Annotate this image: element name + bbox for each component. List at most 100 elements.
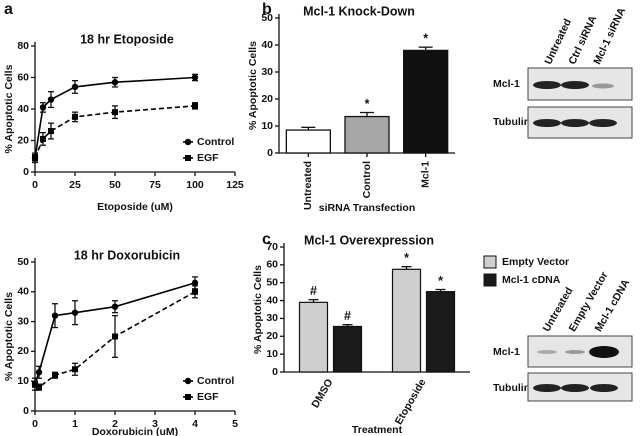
bar bbox=[285, 129, 331, 154]
y-tick-label: 0 bbox=[272, 366, 278, 378]
legend-label: EGF bbox=[197, 391, 219, 403]
legend-label: EGF bbox=[197, 152, 219, 164]
chart-title: 18 hr Etoposide bbox=[80, 32, 174, 46]
y-tick-label: 20 bbox=[17, 345, 29, 357]
blot-row: Tubulin bbox=[493, 116, 530, 128]
marker bbox=[184, 377, 192, 385]
x-axis-label: siRNA Transfection bbox=[319, 202, 415, 214]
significance-marker: # bbox=[310, 284, 317, 298]
marker bbox=[191, 74, 199, 81]
marker bbox=[111, 79, 119, 86]
marker bbox=[32, 154, 38, 161]
marker bbox=[48, 128, 54, 135]
series-line bbox=[34, 76, 196, 158]
blot-column: Mcl-1 siRNA bbox=[591, 5, 628, 66]
y-tick-label: 10 bbox=[17, 375, 29, 387]
marker bbox=[36, 384, 42, 391]
marker bbox=[191, 279, 199, 287]
marker bbox=[71, 309, 79, 316]
marker bbox=[185, 155, 191, 161]
significance-marker: * bbox=[423, 31, 428, 45]
panel-label: a bbox=[4, 1, 13, 18]
band bbox=[533, 81, 561, 89]
marker bbox=[185, 394, 191, 400]
band bbox=[592, 83, 614, 89]
bar bbox=[391, 268, 422, 373]
band bbox=[533, 119, 561, 127]
blot: Untreated Empty Vector Mcl-1 cDNA Mcl-1 … bbox=[493, 270, 633, 402]
legend-label: Control bbox=[197, 136, 234, 148]
marker bbox=[35, 369, 43, 376]
y-tick-label: 60 bbox=[17, 71, 29, 83]
x-tick-label: 75 bbox=[149, 179, 161, 191]
band bbox=[590, 384, 618, 392]
y-tick-label: 50 bbox=[266, 276, 278, 288]
panel-label: b bbox=[262, 1, 272, 18]
y-tick-label: 50 bbox=[261, 12, 273, 24]
marker bbox=[32, 381, 38, 388]
marker bbox=[72, 113, 78, 120]
legend-label: Empty Vector bbox=[502, 256, 569, 268]
legend-swatch bbox=[483, 273, 497, 287]
significance-marker: * bbox=[438, 274, 443, 288]
marker bbox=[111, 303, 119, 310]
bar bbox=[403, 49, 449, 154]
bar bbox=[332, 325, 363, 373]
band bbox=[533, 384, 561, 392]
y-tick-label: 10 bbox=[261, 120, 273, 132]
chart-title: Mcl-1 Overexpression bbox=[304, 233, 434, 247]
marker bbox=[71, 83, 79, 91]
marker bbox=[184, 138, 192, 146]
y-tick-label: 30 bbox=[266, 312, 278, 324]
blot-row: Tubulin bbox=[493, 382, 530, 394]
y-axis-label: % Apoptotic Cells bbox=[3, 292, 15, 381]
x-tick-label: Control bbox=[361, 161, 373, 198]
y-tick-label: 20 bbox=[17, 134, 29, 146]
y-tick-label: 40 bbox=[261, 39, 273, 51]
x-tick-label: Mcl-1 bbox=[419, 161, 431, 188]
y-tick-label: 80 bbox=[17, 40, 29, 52]
y-tick-label: 40 bbox=[266, 294, 278, 306]
legend-label: Mcl-1 cDNA bbox=[502, 274, 561, 286]
band bbox=[561, 119, 589, 127]
band bbox=[565, 350, 585, 354]
y-tick-label: 30 bbox=[261, 66, 273, 78]
y-tick-label: 0 bbox=[23, 166, 29, 178]
y-tick-label: 40 bbox=[17, 103, 29, 115]
y-tick-label: 40 bbox=[17, 286, 29, 298]
band bbox=[589, 346, 619, 358]
marker bbox=[39, 104, 47, 111]
x-axis-label: Etoposide (uM) bbox=[97, 201, 173, 213]
x-tick-label: 4 bbox=[192, 418, 198, 430]
x-tick-label: DMSO bbox=[309, 377, 335, 410]
marker bbox=[192, 102, 198, 109]
y-tick-label: 10 bbox=[266, 348, 278, 360]
y-axis-label: % Apoptotic Cells bbox=[3, 64, 15, 153]
blot-row: Mcl-1 bbox=[493, 346, 520, 358]
marker bbox=[51, 312, 59, 319]
x-tick-label: Etoposide bbox=[393, 377, 429, 427]
y-tick-label: 70 bbox=[266, 241, 278, 253]
x-tick-label: 125 bbox=[226, 179, 244, 191]
x-tick-label: 2 bbox=[112, 418, 118, 430]
legend-label: Control bbox=[197, 375, 234, 387]
marker bbox=[52, 372, 58, 379]
marker bbox=[192, 288, 198, 295]
band bbox=[537, 350, 557, 354]
significance-marker: * bbox=[404, 251, 409, 265]
x-tick-label: 0 bbox=[32, 418, 38, 430]
x-tick-label: 25 bbox=[69, 179, 81, 191]
y-tick-label: 20 bbox=[266, 330, 278, 342]
bar bbox=[298, 301, 329, 373]
x-tick-label: 100 bbox=[186, 179, 204, 191]
y-tick-label: 30 bbox=[17, 315, 29, 327]
y-axis-label: % Apoptotic Cells bbox=[247, 41, 259, 130]
legend-swatch bbox=[483, 255, 497, 269]
marker bbox=[72, 366, 78, 373]
y-tick-label: 20 bbox=[261, 93, 273, 105]
band bbox=[589, 119, 617, 127]
x-tick-label: 5 bbox=[232, 418, 238, 430]
marker bbox=[47, 96, 55, 103]
chart-title: 18 hr Doxorubicin bbox=[74, 248, 180, 262]
